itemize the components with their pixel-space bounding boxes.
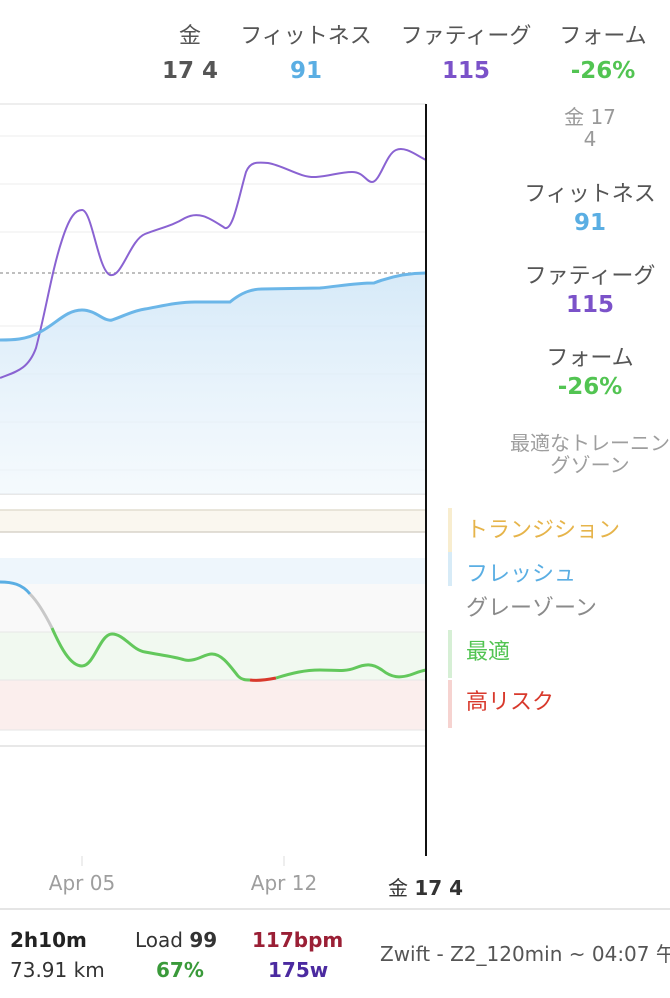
cursor-date-label: 金 17 4 [388,872,463,901]
zone-transition-band [0,510,426,532]
sidebar-form-label: フォーム [546,346,634,371]
form-line-high-risk [249,676,277,682]
header-fatigue-value: 115 [441,58,490,84]
activity-load-percent: 67% [156,958,204,982]
legend-item-fresh[interactable]: フレッシュ [448,552,576,600]
sidebar-fitness-value: 91 [573,210,606,236]
sidebar-form-value: -26% [557,374,623,400]
header-date-label: 金 [178,24,201,49]
header-date: 金 17 4 [150,20,230,88]
sidebar-fitness: フィットネス 91 [440,182,670,238]
zone-optimal-band [0,632,426,680]
activity-distance: 73.91 km [10,958,105,982]
form-line-grey [28,592,54,629]
activity-power: 175w [268,958,329,982]
sidebar-tooltip: 金 17 4 フィットネス 91 ファティーグ 115 フォーム -26% 最適… [440,100,670,520]
form-line-fresh [0,580,32,595]
sidebar-fitness-label: フィットネス [524,182,656,207]
legend-item-grey[interactable]: グレーゾーン [448,586,597,634]
header-fitness-value: 91 [289,58,322,84]
form-line-optimal [50,627,251,682]
header-form-label: フォーム [559,24,647,49]
fitness-line [0,271,427,342]
cursor-date-value: 17 4 [414,876,464,900]
x-tick-label-apr12: Apr 12 [251,871,317,895]
activity-heart-rate: 117bpm [252,928,344,952]
header-fitness: フィットネス 91 [232,20,380,88]
legend-item-high-risk[interactable]: 高リスク [448,680,554,728]
sidebar-zone-text: 最適なトレーニン グゾーン [510,431,670,477]
legend-item-optimal[interactable]: 最適 [448,630,510,678]
summary-header: 金 17 4 フィットネス 91 ファティーグ 115 フォーム -26% [0,0,670,100]
header-form-value: -26% [570,58,636,84]
activity-row[interactable]: 2h10m 73.91 km Load 99 67% 117bpm 175w Z… [0,908,670,998]
activity-load: Load 99 [135,926,217,954]
header-date-value: 17 4 [161,58,219,84]
sidebar-fatigue: ファティーグ 115 [440,264,670,320]
header-form: フォーム -26% [548,20,658,88]
header-fatigue: ファティーグ 115 [392,20,540,88]
form-line-optimal-end [275,663,427,680]
fitness-chart[interactable]: Apr 05 Apr 12 [0,100,440,900]
legend-item-transition[interactable]: トランジション [448,508,620,556]
zone-fresh-band [0,558,426,584]
fitness-area [0,273,426,494]
zone-grey-band [0,584,426,632]
activity-load-value: 99 [189,928,218,952]
header-fatigue-label: ファティーグ [400,24,532,49]
activity-load-label: Load [135,928,183,952]
sidebar-fatigue-value: 115 [565,292,614,318]
sidebar-zone: 最適なトレーニン グゾーン [440,432,670,476]
sidebar-fatigue-label: ファティーグ [524,264,656,289]
fatigue-line [0,148,427,379]
sidebar-form: フォーム -26% [440,346,670,402]
cursor-date-prefix: 金 [388,876,408,900]
sidebar-date: 金 17 4 [440,106,670,150]
header-fitness-label: フィットネス [240,24,372,49]
activity-title[interactable]: Zwift - Z2_120min ~ 04:07 午 [380,942,670,966]
activity-duration: 2h10m [10,928,87,952]
x-tick-label-apr05: Apr 05 [49,871,115,895]
zone-high-risk-band [0,680,426,730]
sidebar-date-text: 金 17 4 [564,105,616,151]
